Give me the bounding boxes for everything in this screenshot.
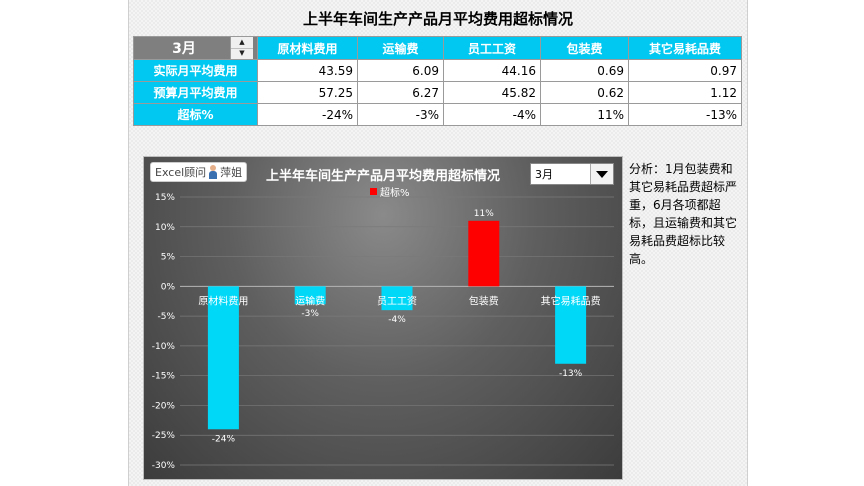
bar (381, 286, 413, 311)
header-wages: 员工工资 (443, 36, 541, 60)
analysis-note: 分析：1月包装费和其它易耗品费超标严重，6月各项都超标，且运输费和其它易耗品费超… (629, 162, 738, 266)
header-raw-material: 原材料费用 (257, 36, 358, 60)
month-label: 3月 (172, 41, 196, 57)
chart-legend: 超标% (370, 184, 410, 199)
table-cell[interactable]: 6.09 (357, 59, 444, 82)
month-spinner[interactable]: ▲ ▼ (230, 37, 253, 59)
y-tick-label: -5% (157, 312, 175, 322)
spreadsheet-sheet: 上半年车间生产产品月平均费用超标情况 3月 ▲ ▼ 原材料费用 运输费 员工工资… (128, 0, 748, 486)
data-label: -13% (559, 369, 583, 379)
header-consumables: 其它易耗品费 (628, 36, 742, 60)
x-tick-label: 其它易耗品费 (541, 294, 601, 307)
table-header-row: 3月 ▲ ▼ 原材料费用 运输费 员工工资 包装费 其它易耗品费 (133, 36, 742, 60)
table-cell[interactable]: 44.16 (443, 59, 541, 82)
chart-area[interactable]: 15% 10% 5% 0% -5% -10% -15% -20% -25% -30% 原材料费用 -2… (143, 156, 623, 480)
y-tick-label: -30% (152, 461, 176, 471)
month-selector-cell[interactable]: 3月 ▲ ▼ (133, 36, 258, 60)
table-cell[interactable]: 45.82 (443, 81, 541, 104)
dropdown-button[interactable] (590, 164, 613, 184)
chart-title: 上半年车间生产产品月平均费用超标情况 (265, 169, 500, 184)
table-cell[interactable]: 57.25 (257, 81, 358, 104)
y-tick-label: 15% (155, 193, 175, 203)
table-cell[interactable]: 0.97 (628, 59, 742, 82)
header-packaging: 包装费 (540, 36, 629, 60)
table-cell[interactable]: 6.27 (357, 81, 444, 104)
header-transport: 运输费 (357, 36, 444, 60)
table-cell[interactable]: 0.69 (540, 59, 629, 82)
x-tick-label: 员工工资 (377, 295, 417, 307)
brand-badge: Excel顾问 萍姐 (150, 162, 248, 182)
bar (207, 286, 239, 430)
row-label-over-budget: 超标% (133, 103, 258, 126)
month-dropdown-value: 3月 (535, 168, 553, 181)
row-label-budget: 预算月平均费用 (133, 81, 258, 104)
brand-text: Excel顾问 (155, 166, 207, 179)
spin-down-button[interactable]: ▼ (231, 47, 253, 60)
y-tick-label: 0% (161, 282, 176, 292)
bar (468, 220, 500, 287)
bar-chart: 15% 10% 5% 0% -5% -10% -15% -20% -25% -30% 原材料费用 -2… (152, 193, 614, 471)
y-tick-label: 5% (161, 253, 176, 263)
x-tick-label: 原材料费用 (198, 294, 248, 307)
y-tick-label: -20% (152, 401, 176, 411)
table-row: 预算月平均费用 57.25 6.27 45.82 0.62 1.12 (133, 81, 742, 104)
person-icon (208, 165, 218, 179)
data-label: -4% (388, 315, 406, 325)
brand-name: 萍姐 (220, 166, 243, 179)
bar (555, 286, 587, 364)
table-row: 超标% -24% -3% -4% 11% -13% (133, 103, 742, 126)
y-tick-label: -15% (152, 372, 176, 382)
data-label: -24% (212, 434, 236, 444)
data-label: 11% (474, 209, 494, 219)
table-cell[interactable]: -24% (257, 103, 358, 126)
table-cell[interactable]: 11% (540, 103, 629, 126)
legend-swatch (370, 188, 377, 195)
y-tick-label: 10% (155, 223, 175, 233)
spin-up-button[interactable]: ▲ (239, 37, 245, 46)
table-cell[interactable]: 43.59 (257, 59, 358, 82)
y-tick-label: -25% (152, 431, 176, 441)
y-tick-label: -10% (152, 342, 176, 352)
x-tick-label: 包装费 (469, 294, 499, 307)
table-cell[interactable]: 1.12 (628, 81, 742, 104)
legend-label: 超标% (380, 188, 410, 199)
month-dropdown[interactable]: 3月 (530, 163, 614, 185)
table-row: 实际月平均费用 43.59 6.09 44.16 0.69 0.97 (133, 59, 742, 82)
table-cell[interactable]: -3% (357, 103, 444, 126)
page-title: 上半年车间生产产品月平均费用超标情况 (302, 10, 573, 28)
x-tick-label: 运输费 (295, 294, 325, 307)
table-cell[interactable]: -13% (628, 103, 742, 126)
bar (294, 286, 326, 305)
summary-table: 3月 ▲ ▼ 原材料费用 运输费 员工工资 包装费 其它易耗品费 实际月平均费用… (133, 36, 742, 126)
chevron-down-icon (596, 170, 608, 178)
row-label-actual: 实际月平均费用 (133, 59, 258, 82)
data-label: -3% (301, 309, 319, 319)
table-cell[interactable]: 0.62 (540, 81, 629, 104)
table-cell[interactable]: -4% (443, 103, 541, 126)
